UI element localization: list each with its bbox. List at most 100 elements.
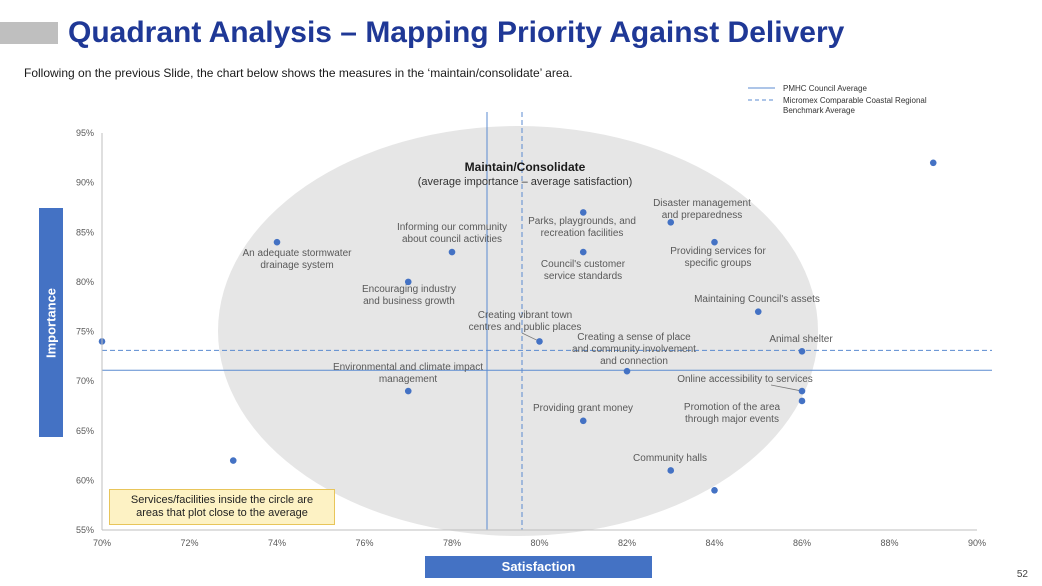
point-label-line: Providing grant money <box>533 403 633 414</box>
point-label: Online accessibility to services <box>677 374 813 385</box>
point-label-line: Creating vibrant town <box>478 310 573 321</box>
y-tick-label: 80% <box>76 277 94 287</box>
page-subtitle: Following on the previous Slide, the cha… <box>24 66 573 80</box>
point-label-line: Online accessibility to services <box>677 374 813 385</box>
x-tick-label: 78% <box>443 538 461 548</box>
x-tick-label: 82% <box>618 538 636 548</box>
data-point <box>623 367 631 375</box>
point-label-line: centres and public places <box>469 322 582 333</box>
point-label-line: Disaster management <box>653 198 751 209</box>
point-label: Providing services for specific groups <box>670 246 766 269</box>
x-axis-title-box: Satisfaction <box>425 556 652 578</box>
point-label-line: and preparedness <box>662 210 743 221</box>
point-label: Disaster management and preparedness <box>653 198 751 221</box>
point-label-line: Maintaining Council's assets <box>694 294 820 305</box>
title-accent-bar <box>0 22 58 44</box>
y-tick-label: 65% <box>76 426 94 436</box>
point-label: Informing our community about council act… <box>397 222 507 245</box>
y-tick-label: 90% <box>76 178 94 188</box>
x-tick-label: 74% <box>268 538 286 548</box>
data-point <box>798 348 806 355</box>
data-point <box>798 397 806 405</box>
point-label-line: Informing our community <box>397 222 507 233</box>
data-point <box>229 457 237 464</box>
point-label-line: Encouraging industry <box>362 284 456 295</box>
point-label: Council's customer service standards <box>541 259 626 282</box>
x-tick-label: 70% <box>93 538 111 548</box>
point-label-line: drainage system <box>260 260 333 271</box>
y-axis-title-box: Importance <box>39 208 63 437</box>
point-label-line: Providing services for <box>670 246 766 257</box>
point-label-line: An adequate stormwater <box>243 248 353 259</box>
point-label-line: and business growth <box>363 296 455 307</box>
point-label: Parks, playgrounds, and recreation facili… <box>528 216 636 239</box>
point-label-line: Parks, playgrounds, and <box>528 216 636 227</box>
data-point <box>404 278 412 286</box>
point-label: Creating a sense of place and community i… <box>572 332 696 367</box>
y-tick-label: 70% <box>76 376 94 386</box>
y-tick-label: 55% <box>76 525 94 535</box>
note-text: Services/facilities inside the circle ar… <box>130 494 314 519</box>
data-point <box>448 248 456 256</box>
region-sublabel: (average importance – average satisfacti… <box>418 176 633 188</box>
point-label: Promotion of the area through major event… <box>684 402 781 425</box>
leader-line <box>770 384 803 392</box>
note-box: Services/facilities inside the circle ar… <box>109 489 335 525</box>
data-point <box>273 238 281 246</box>
point-label-line: Creating a sense of place <box>577 332 691 343</box>
page-number: 52 <box>1016 569 1028 580</box>
legend-entry-benchmark-line2: Benchmark Average <box>783 106 855 115</box>
x-tick-label: 80% <box>530 538 548 548</box>
point-label-line: through major events <box>685 414 779 425</box>
point-label-line: recreation facilities <box>541 228 624 239</box>
data-point <box>579 417 587 425</box>
x-tick-label: 76% <box>355 538 373 548</box>
point-label-line: service standards <box>544 271 622 282</box>
y-tick-label: 60% <box>76 475 94 485</box>
x-tick-label: 84% <box>705 538 723 548</box>
x-tick-label: 72% <box>180 538 198 548</box>
average-region-ellipse <box>218 126 818 536</box>
data-point <box>667 219 675 226</box>
data-point <box>711 238 718 246</box>
data-point <box>536 338 543 345</box>
legend: PMHC Council Average Micromex Comparable… <box>748 84 929 115</box>
point-label-line: Animal shelter <box>769 334 833 345</box>
page-title: Quadrant Analysis – Mapping Priority Aga… <box>68 16 845 49</box>
point-label: An adequate stormwater drainage system <box>243 248 353 271</box>
point-label: Encouraging industry and business growth <box>362 284 456 307</box>
legend-entry-benchmark-line1: Micromex Comparable Coastal Regional <box>783 96 927 105</box>
point-label: Creating vibrant town centres and public … <box>469 310 582 333</box>
point-label-line: and connection <box>600 356 668 367</box>
legend-entry-council: PMHC Council Average <box>783 84 867 93</box>
point-label-line: and community involvement <box>572 344 696 355</box>
x-tick-label: 86% <box>793 538 811 548</box>
data-point <box>667 467 675 474</box>
point-label-line: Community halls <box>633 453 707 464</box>
y-tick-label: 85% <box>76 227 94 237</box>
point-label: Providing grant money <box>533 403 633 414</box>
point-label-line: Council's customer <box>541 259 626 270</box>
point-label-line: Environmental and climate impact <box>333 362 483 373</box>
point-label-line: specific groups <box>685 258 752 269</box>
legend-entry-benchmark: Micromex Comparable Coastal Regional Ben… <box>783 96 929 115</box>
x-tick-label: 90% <box>968 538 986 548</box>
point-label-line: Promotion of the area <box>684 402 781 413</box>
data-point <box>579 209 587 216</box>
data-point <box>754 308 762 315</box>
data-point <box>579 248 587 256</box>
point-label-line: about council activities <box>402 234 502 245</box>
x-tick-label: 88% <box>880 538 898 548</box>
data-point <box>404 387 412 395</box>
data-point <box>711 487 718 494</box>
data-point <box>929 159 937 167</box>
x-axis-title: Satisfaction <box>501 559 576 574</box>
data-point <box>798 387 806 395</box>
point-label-line: management <box>379 374 438 385</box>
y-axis-title: Importance <box>43 287 59 358</box>
point-label: Community halls <box>633 453 707 464</box>
point-label: Maintaining Council's assets <box>694 294 820 305</box>
region-label: Maintain/Consolidate <box>465 160 586 174</box>
point-label: Environmental and climate impact manageme… <box>333 362 483 385</box>
